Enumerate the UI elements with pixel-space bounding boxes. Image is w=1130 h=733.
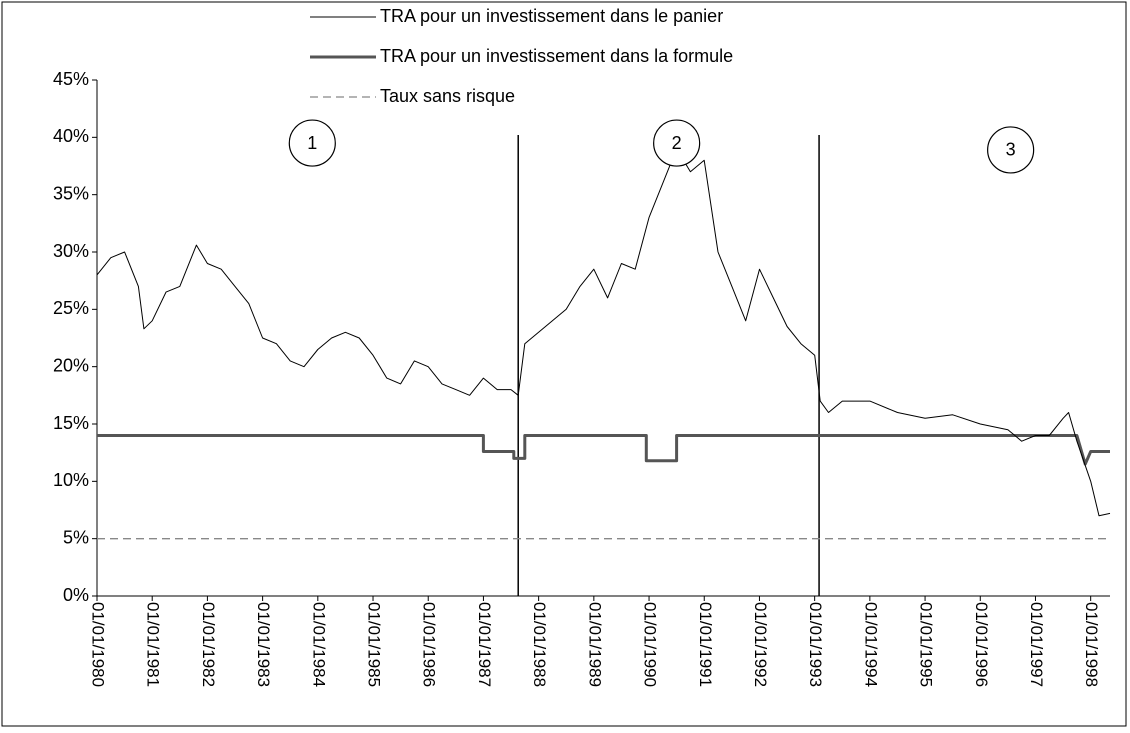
legend-label: Taux sans risque xyxy=(380,86,515,106)
x-tick-label: 01/01/1991 xyxy=(696,602,715,687)
x-tick-label: 01/01/1992 xyxy=(751,602,770,687)
x-tick-label: 01/01/1990 xyxy=(641,602,660,687)
x-tick-label: 01/01/1983 xyxy=(254,602,273,687)
x-tick-label: 01/01/1994 xyxy=(861,602,880,687)
y-tick-label: 40% xyxy=(53,126,89,146)
annotation-circle xyxy=(288,119,336,167)
annotation-circle xyxy=(987,126,1035,174)
annotation: 1 xyxy=(307,133,317,153)
x-tick-label: 01/01/1998 xyxy=(1082,602,1101,687)
y-tick-label: 0% xyxy=(63,585,89,605)
x-tick-label: 01/01/1988 xyxy=(530,602,549,687)
legend-label: TRA pour un investissement dans le panie… xyxy=(380,6,723,26)
y-tick-label: 15% xyxy=(53,413,89,433)
y-tick-label: 10% xyxy=(53,470,89,490)
legend-label: TRA pour un investissement dans la formu… xyxy=(380,46,733,66)
x-tick-label: 01/01/1986 xyxy=(420,602,439,687)
y-tick-label: 20% xyxy=(53,355,89,375)
annotation: 3 xyxy=(1006,140,1016,160)
series-line xyxy=(96,148,1111,517)
y-tick-label: 35% xyxy=(53,183,89,203)
annotation: 2 xyxy=(672,133,682,153)
x-tick-label: 01/01/1995 xyxy=(917,602,936,687)
x-tick-label: 01/01/1993 xyxy=(806,602,825,687)
x-tick-label: 01/01/1985 xyxy=(365,602,384,687)
x-tick-label: 01/01/1980 xyxy=(89,602,108,687)
y-tick-label: 45% xyxy=(53,69,89,89)
annotation-circle xyxy=(653,119,701,167)
y-tick-label: 5% xyxy=(63,527,89,547)
y-tick-label: 30% xyxy=(53,241,89,261)
x-tick-label: 01/01/1987 xyxy=(475,602,494,687)
x-tick-label: 01/01/1997 xyxy=(1027,602,1046,687)
series-line xyxy=(97,434,1110,466)
x-tick-label: 01/01/1989 xyxy=(585,602,604,687)
x-tick-label: 01/01/1981 xyxy=(144,602,163,687)
x-tick-label: 01/01/1996 xyxy=(972,602,991,687)
y-tick-label: 25% xyxy=(53,298,89,318)
x-tick-label: 01/01/1984 xyxy=(309,602,328,687)
x-tick-label: 01/01/1982 xyxy=(199,602,218,687)
